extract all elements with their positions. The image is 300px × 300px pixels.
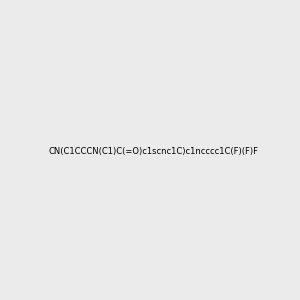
Text: CN(C1CCCN(C1)C(=O)c1scnc1C)c1ncccc1C(F)(F)F: CN(C1CCCN(C1)C(=O)c1scnc1C)c1ncccc1C(F)(… xyxy=(49,147,259,156)
